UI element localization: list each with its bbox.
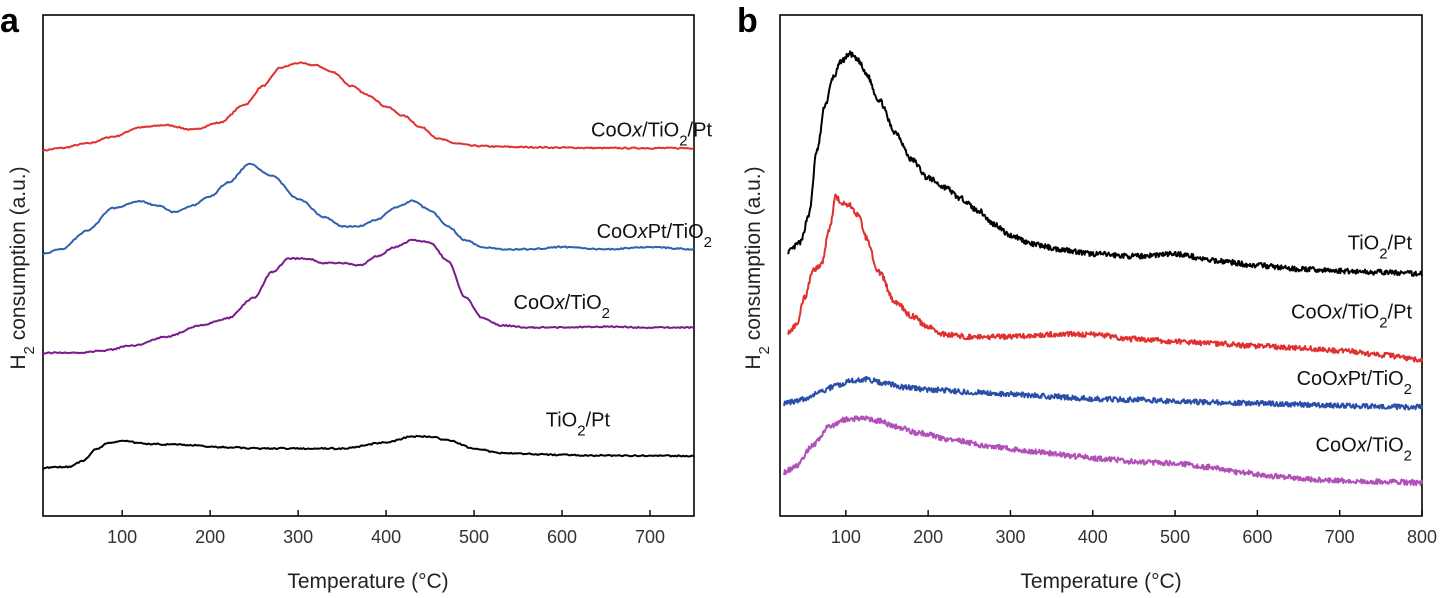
- series-line-b-2: [783, 376, 1423, 411]
- x-tick-label: 500: [1160, 527, 1190, 547]
- series-line-a-2: [42, 238, 694, 355]
- x-tick-label: 100: [831, 527, 861, 547]
- panel-a-frame: [42, 14, 695, 517]
- panel-a-series-labels: CoOx/TiO2/Pt CoOxPt/TiO2 CoOx/TiO2 TiO2/Pt: [514, 120, 713, 439]
- x-tick-label: 600: [547, 527, 577, 547]
- panel-b: 100 200 300 400 500 600 700 800 TiO2/Pt CoOx/TiO…: [742, 14, 1437, 593]
- panel-b-curves: [783, 50, 1423, 487]
- panel-b-x-ticks: 100 200 300 400 500 600 700 800: [831, 510, 1437, 547]
- x-tick-label: 300: [283, 527, 313, 547]
- x-tick-label: 600: [1242, 527, 1272, 547]
- x-tick-label: 800: [1407, 527, 1437, 547]
- x-tick-label: 400: [371, 527, 401, 547]
- panel-a-x-axis-title: Temperature (°C): [287, 570, 448, 593]
- panel-a-y-axis-title: H2 consumption (a.u.): [7, 166, 38, 369]
- x-tick-label: 400: [1078, 527, 1108, 547]
- series-label: TiO2/Pt: [546, 409, 611, 439]
- panel-a: 100 200 300 400 500 600 700 CoOx/TiO2/Pt CoOxPt…: [7, 14, 713, 593]
- series-line-b-3: [783, 415, 1423, 487]
- series-label: CoOx/TiO2/Pt: [591, 120, 712, 150]
- series-label: CoOxPt/TiO2: [597, 221, 712, 251]
- series-line-a-1: [42, 162, 695, 256]
- x-tick-label: 700: [1325, 527, 1355, 547]
- series-line-a-0: [42, 61, 695, 152]
- x-tick-label: 200: [195, 527, 225, 547]
- panel-b-x-axis-title: Temperature (°C): [1020, 570, 1181, 593]
- series-line-b-0: [787, 50, 1423, 277]
- x-tick-label: 700: [635, 527, 665, 547]
- panel-b-letter: b: [737, 2, 758, 40]
- panel-b-series-labels: TiO2/Pt CoOx/TiO2/Pt CoOxPt/TiO2 CoOx/TiO2: [1291, 232, 1412, 464]
- series-label: TiO2/Pt: [1348, 232, 1413, 261]
- panel-a-curves: [42, 61, 695, 470]
- x-tick-label: 500: [459, 527, 489, 547]
- x-tick-label: 200: [913, 527, 943, 547]
- series-line-b-1: [787, 193, 1423, 363]
- panel-a-x-ticks: 100 200 300 400 500 600 700: [107, 510, 665, 547]
- panel-b-frame: [779, 14, 1423, 517]
- series-line-a-3: [42, 434, 695, 470]
- x-tick-label: 300: [995, 527, 1025, 547]
- series-label: CoOx/TiO2: [514, 292, 611, 322]
- series-label: CoOx/TiO2/Pt: [1291, 301, 1412, 331]
- panel-b-y-axis-title: H2 consumption (a.u.): [742, 166, 773, 369]
- panel-a-letter: a: [0, 2, 20, 40]
- series-label: CoOx/TiO2: [1316, 435, 1413, 465]
- x-tick-label: 100: [107, 527, 137, 547]
- series-label: CoOxPt/TiO2: [1297, 368, 1412, 398]
